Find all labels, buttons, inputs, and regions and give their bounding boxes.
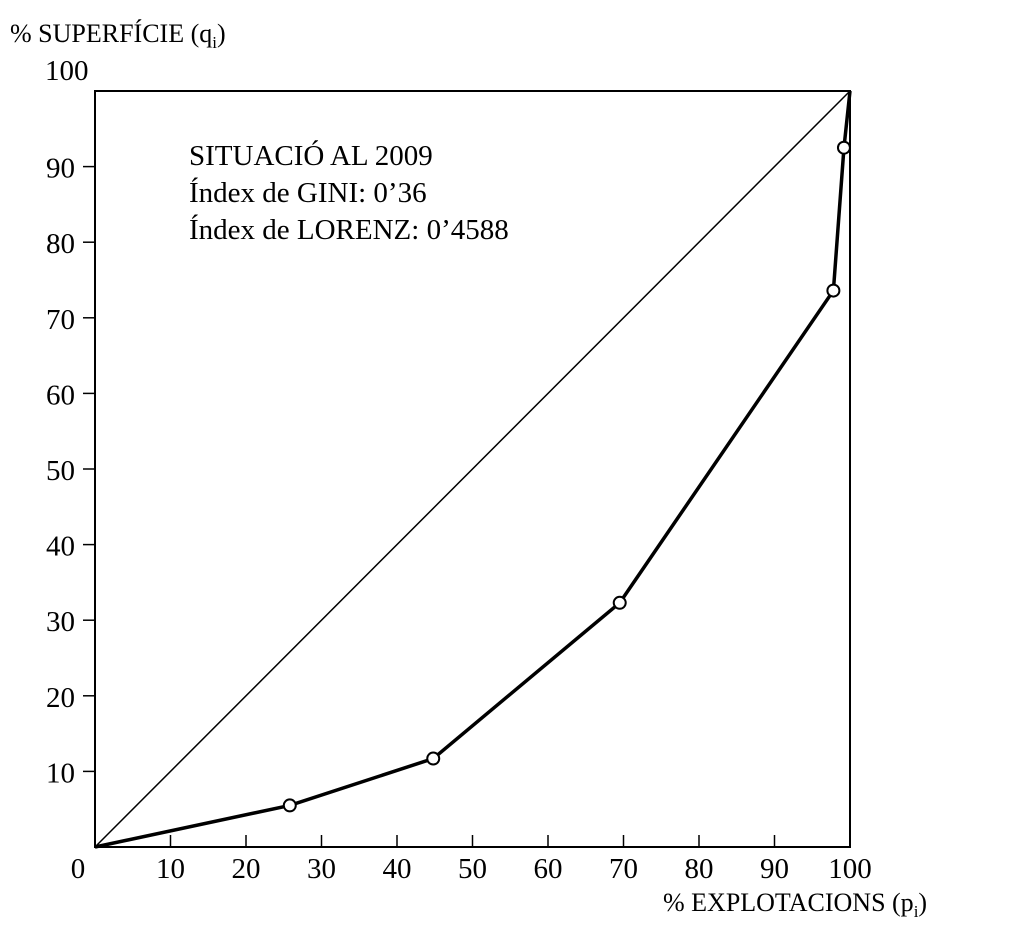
chart-annotations: SITUACIÓ AL 2009 Índex de GINI: 0’36 Índex… <box>189 139 509 246</box>
y-tick-label: 50 <box>46 455 75 487</box>
data-point-marker <box>612 595 627 610</box>
y-tick-label: 20 <box>46 682 75 714</box>
equality-diagonal-line <box>94 90 851 848</box>
y-tick-label: 40 <box>46 531 75 563</box>
y-tick-label: 60 <box>46 379 75 411</box>
y-axis-title: % SUPERFÍCIE (qi) <box>10 19 226 52</box>
y-tick-label: 10 <box>46 757 75 789</box>
x-tick-label: 70 <box>609 853 638 885</box>
lorenz-curve-markers <box>282 140 851 813</box>
x-axis-title: % EXPLOTACIONS (pi) <box>663 888 927 921</box>
data-point-marker <box>836 140 851 155</box>
x-tick-label: 80 <box>685 853 714 885</box>
axis-ticks <box>83 165 776 847</box>
y-tick-label: 80 <box>46 228 75 260</box>
data-point-marker <box>426 751 441 766</box>
x-tick-label: 50 <box>458 853 487 885</box>
x-tick-label: 60 <box>534 853 563 885</box>
annotation-line: Índex de LORENZ: 0’4588 <box>189 213 509 246</box>
x-tick-labels: 0 10 20 30 40 50 60 70 80 90 100 <box>71 853 872 885</box>
x-tick-label: 40 <box>383 853 412 885</box>
annotation-line: Índex de GINI: 0’36 <box>189 176 427 209</box>
x-tick-label: 0 <box>71 853 86 885</box>
annotation-line: SITUACIÓ AL 2009 <box>189 139 433 172</box>
y-tick-labels: 10 20 30 40 50 60 70 80 90 100 <box>45 55 89 789</box>
y-tick-label: 90 <box>46 153 75 185</box>
x-tick-label: 10 <box>156 853 185 885</box>
x-tick-label: 100 <box>828 853 872 885</box>
y-tick-label: 70 <box>46 304 75 336</box>
x-tick-label: 30 <box>307 853 336 885</box>
data-point-marker <box>282 798 297 813</box>
x-tick-label: 90 <box>760 853 789 885</box>
data-point-marker <box>826 283 841 298</box>
y-tick-label: 100 <box>45 55 89 87</box>
y-tick-label: 30 <box>46 606 75 638</box>
x-tick-label: 20 <box>232 853 261 885</box>
